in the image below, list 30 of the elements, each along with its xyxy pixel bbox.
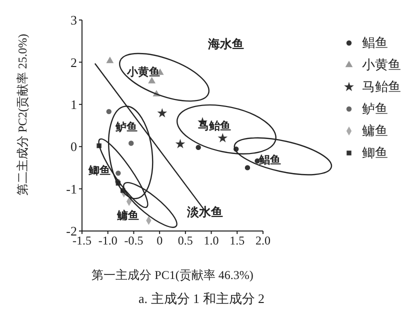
y-tick-label: 2 xyxy=(70,54,77,70)
x-axis-title: 第一主成分 PC1(贡献率 46.3%) xyxy=(92,268,254,282)
y-axis-title: 第二主成分 PC2(贡献率 25.0%) xyxy=(15,34,30,196)
legend-label: 鳙鱼 xyxy=(362,122,388,140)
x-tick-label: 0 xyxy=(156,234,163,248)
annotation: 海水鱼 xyxy=(207,37,244,51)
y-tick-label: 0 xyxy=(70,139,77,154)
x-tick-label: -0.5 xyxy=(124,234,144,248)
y-tick-label: 3 xyxy=(70,12,77,28)
x-tick-label: 2.0 xyxy=(256,234,270,248)
y-tick-label: -1 xyxy=(66,181,77,196)
x-tick-label: -1.0 xyxy=(98,234,118,248)
text: a. 主成分 1 和主成分 2 xyxy=(137,290,266,308)
x-tick-label: 1.5 xyxy=(230,234,245,248)
legend-label: 马鲐鱼 xyxy=(362,78,401,96)
text: 鲫鱼 xyxy=(88,165,110,178)
legend-label: 小黄鱼 xyxy=(362,56,401,74)
y-tick-label: -2 xyxy=(66,224,77,239)
legend-label: 鲈鱼 xyxy=(362,100,388,118)
text: 鳙鱼 xyxy=(117,210,140,222)
text: 鲳鱼 xyxy=(258,154,281,166)
annotation: 淡水鱼 xyxy=(186,205,223,219)
text: 马鲐鱼 xyxy=(198,120,231,132)
legend-label: 鲫鱼 xyxy=(362,144,388,162)
text: 小黄鱼 xyxy=(126,66,160,78)
x-tick-label: 1.0 xyxy=(204,234,219,248)
y-tick-label: 1 xyxy=(70,97,77,112)
x-tick-label: 0.5 xyxy=(178,234,193,248)
legend-label: 鲳鱼 xyxy=(362,34,388,52)
text: 鲈鱼 xyxy=(116,121,138,134)
